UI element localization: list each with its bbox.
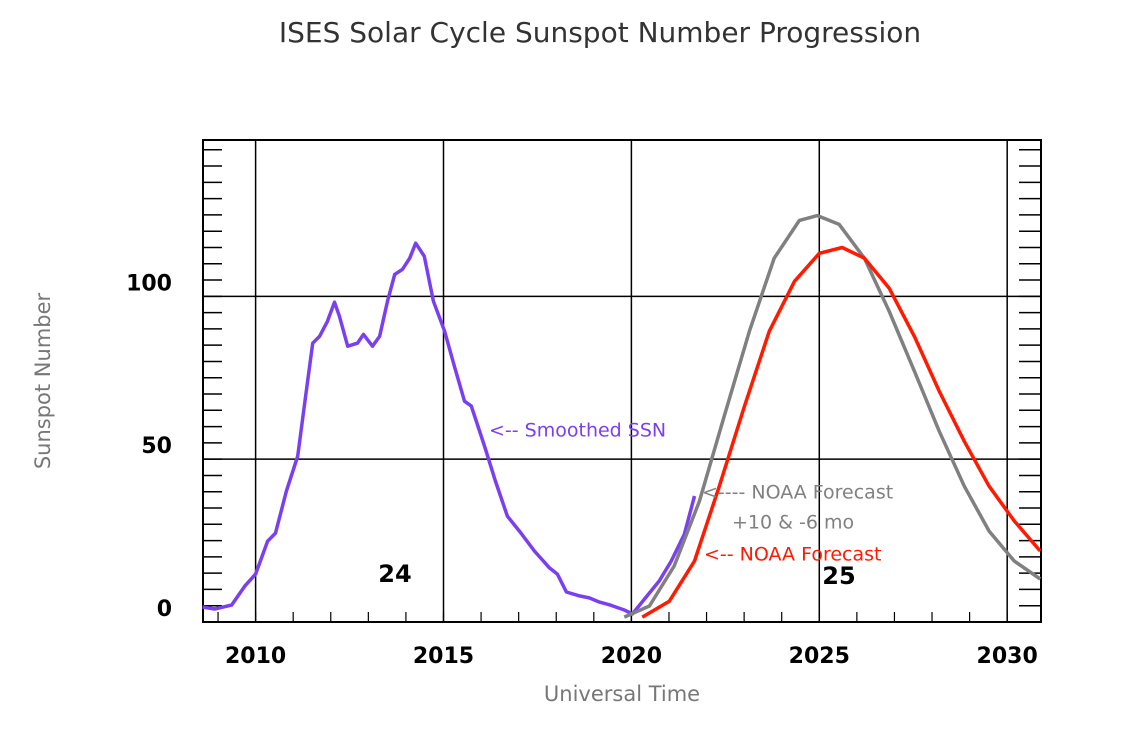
x-tick-label: 2010: [225, 644, 286, 669]
series-line: [641, 245, 1042, 619]
series-label: <-- NOAA Forecast: [704, 544, 881, 566]
x-tick-label: 2030: [977, 644, 1038, 669]
x-tick-label: 2025: [789, 644, 850, 669]
y-axis-label: Sunspot Number: [31, 292, 55, 469]
plot-frame: [202, 139, 1042, 623]
y-tick-label: 0: [157, 597, 172, 622]
x-axis-label: Universal Time: [544, 682, 700, 706]
annotation: +10 & -6 mo: [732, 512, 854, 534]
y-tick-label: 100: [126, 271, 172, 296]
chart-title: ISES Solar Cycle Sunspot Number Progress…: [279, 16, 921, 49]
series-line: [623, 213, 1042, 619]
series-line: [202, 241, 697, 616]
annotation: 24: [378, 560, 411, 588]
x-tick-label: 2020: [601, 644, 662, 669]
y-tick-label: 50: [141, 434, 172, 459]
annotation: 25: [822, 562, 855, 590]
series-label: <---- NOAA Forecast: [702, 482, 893, 504]
series-label: <-- Smoothed SSN: [489, 420, 666, 442]
x-tick-label: 2015: [413, 644, 474, 669]
